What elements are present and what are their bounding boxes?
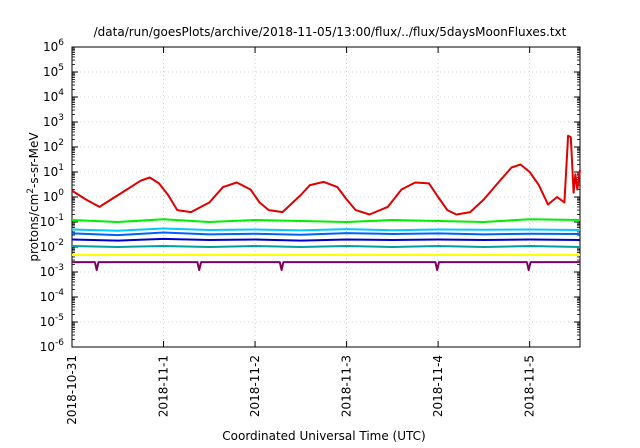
x-tick-label: 2018-11-4 bbox=[431, 355, 445, 417]
series-line-3 bbox=[71, 231, 581, 237]
data-series bbox=[71, 134, 581, 271]
series-line-2 bbox=[71, 227, 581, 232]
x-tick-label: 2018-11-5 bbox=[523, 355, 537, 417]
x-tick-label: 2018-11-2 bbox=[248, 355, 262, 417]
series-line-1 bbox=[71, 218, 581, 223]
x-axis-label: Coordinated Universal Time (UTC) bbox=[222, 429, 425, 443]
y-tick-label: 10-5 bbox=[40, 313, 64, 329]
series-line-0 bbox=[71, 134, 581, 216]
y-tick-label: 104 bbox=[43, 88, 64, 104]
x-tick-label: 2018-11-1 bbox=[157, 355, 171, 417]
y-tick-label: 106 bbox=[43, 38, 64, 54]
x-tick-label: 2018-10-31 bbox=[65, 355, 79, 425]
y-tick-label: 105 bbox=[43, 63, 64, 79]
chart-title: /data/run/goesPlots/archive/2018-11-05/1… bbox=[94, 25, 567, 39]
y-tick-label: 10-1 bbox=[40, 213, 64, 229]
y-tick-label: 10-6 bbox=[40, 338, 65, 354]
grid bbox=[72, 47, 580, 347]
y-axis-ticks: 106 105 104 103 102 101 100 10-1 10-2 10-3 10-4 10-… bbox=[40, 38, 580, 354]
x-tick-label: 2018-11-3 bbox=[340, 355, 354, 417]
y-tick-label: 10-2 bbox=[40, 238, 64, 254]
y-tick-label: 103 bbox=[43, 113, 64, 129]
x-axis-ticks: 2018-10-31 2018-11-1 2018-11-2 2018-11-3 201… bbox=[65, 47, 537, 425]
y-tick-label: 100 bbox=[43, 188, 64, 204]
series-line-5 bbox=[71, 245, 581, 248]
y-tick-label: 102 bbox=[43, 138, 64, 154]
series-line-7 bbox=[72, 261, 580, 271]
y-tick-label: 10-4 bbox=[40, 288, 65, 304]
y-axis-label: protons/cm2-s-sr-MeV bbox=[26, 132, 41, 262]
y-tick-label: 10-3 bbox=[40, 263, 64, 279]
series-line-4 bbox=[71, 237, 581, 242]
y-tick-label: 101 bbox=[43, 163, 64, 179]
